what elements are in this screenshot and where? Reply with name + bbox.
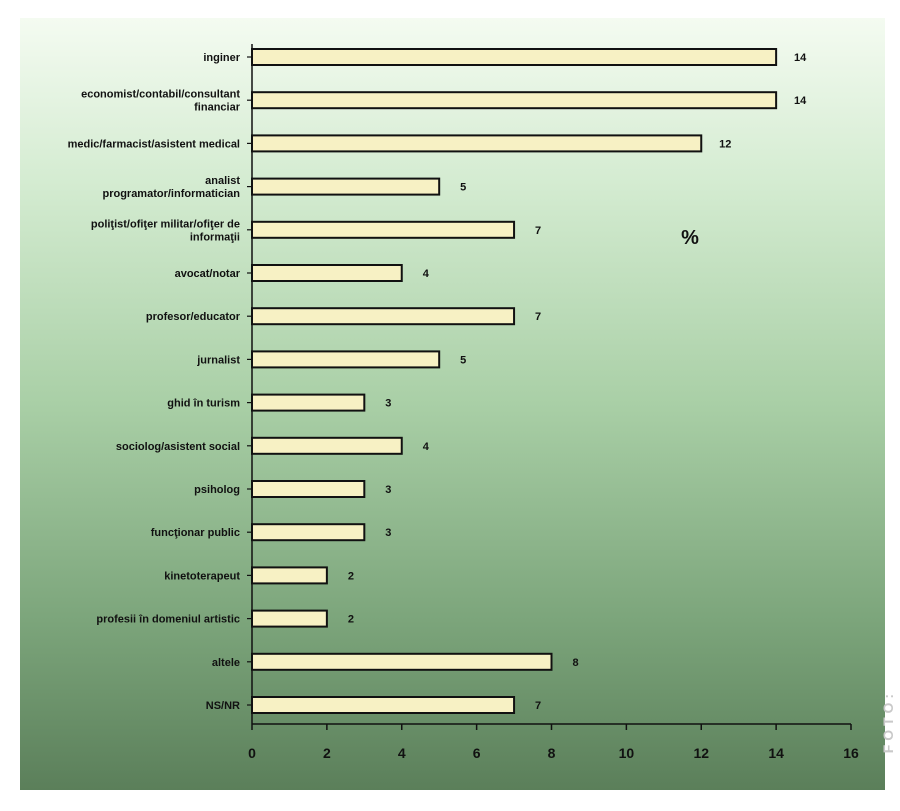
- category-label: medic/farmacist/asistent medical: [68, 138, 240, 150]
- x-tick-label: 0: [248, 745, 256, 761]
- value-label: 12: [719, 138, 731, 150]
- bar: [251, 48, 778, 66]
- category-label: inginer: [203, 52, 240, 64]
- value-label: 5: [460, 354, 466, 366]
- chart-frame: 0 2 4 6 8 10 12 14 16 14 inginer 14 economist/contab…: [20, 18, 885, 790]
- category-label: sociolog/asistent social: [116, 441, 240, 453]
- category-label: analist: [205, 175, 240, 187]
- bar: [251, 566, 328, 585]
- category-label: programator/informatician: [102, 188, 240, 200]
- bar: [251, 696, 516, 714]
- category-label: ghid în turism: [167, 398, 240, 410]
- x-tick-label: 2: [323, 745, 331, 761]
- bar: [251, 91, 778, 110]
- bar: [251, 436, 403, 455]
- value-label: 7: [535, 225, 541, 237]
- category-label: psiholog: [194, 484, 240, 496]
- bar: [251, 264, 403, 282]
- category-label: NS/NR: [206, 700, 240, 712]
- category-label: profesii în domeniul artistic: [96, 614, 240, 626]
- category-label: avocat/notar: [175, 268, 241, 280]
- value-label: 14: [794, 95, 807, 107]
- bar: [251, 480, 366, 498]
- value-label: 3: [385, 398, 391, 410]
- category-label: economist/contabil/consultant: [81, 89, 240, 101]
- category-label: informaţii: [190, 231, 240, 243]
- x-tick-label: 8: [548, 745, 556, 761]
- x-tick-label: 10: [619, 745, 635, 761]
- value-label: 3: [385, 527, 391, 539]
- category-label: profesor/educator: [146, 311, 241, 323]
- category-label: financiar: [194, 102, 241, 114]
- x-tick-label: 4: [398, 745, 406, 761]
- category-label: kinetoterapeut: [164, 570, 240, 582]
- bar: [251, 220, 516, 239]
- bar: [251, 134, 703, 153]
- x-tick-label: 6: [473, 745, 481, 761]
- value-label: 4: [423, 268, 430, 280]
- bar: [251, 350, 441, 369]
- value-label: 5: [460, 182, 466, 194]
- value-label: 8: [572, 657, 578, 669]
- bar: [251, 609, 328, 628]
- category-label: funcţionar public: [151, 527, 240, 539]
- value-label: 7: [535, 311, 541, 323]
- category-label: poliţist/ofiţer militar/ofiţer de: [91, 218, 240, 230]
- x-tick-label: 16: [843, 745, 859, 761]
- category-label: jurnalist: [196, 354, 240, 366]
- bar: [251, 393, 366, 412]
- photo-credit-watermark: FOTO:: [880, 690, 896, 754]
- category-label: altele: [212, 657, 240, 669]
- value-label: 3: [385, 484, 391, 496]
- value-label: 2: [348, 614, 354, 626]
- bar-chart: 0 2 4 6 8 10 12 14 16 14 inginer 14 economist/contab…: [68, 44, 859, 761]
- unit-label: %: [681, 227, 699, 249]
- value-label: 4: [423, 441, 430, 453]
- bar: [251, 523, 366, 542]
- x-tick-label: 14: [768, 745, 784, 761]
- value-label: 14: [794, 52, 807, 64]
- x-tick-label: 12: [693, 745, 709, 761]
- bar: [251, 177, 441, 196]
- bar: [251, 307, 516, 326]
- value-label: 2: [348, 570, 354, 582]
- bar: [251, 652, 553, 671]
- value-label: 7: [535, 700, 541, 712]
